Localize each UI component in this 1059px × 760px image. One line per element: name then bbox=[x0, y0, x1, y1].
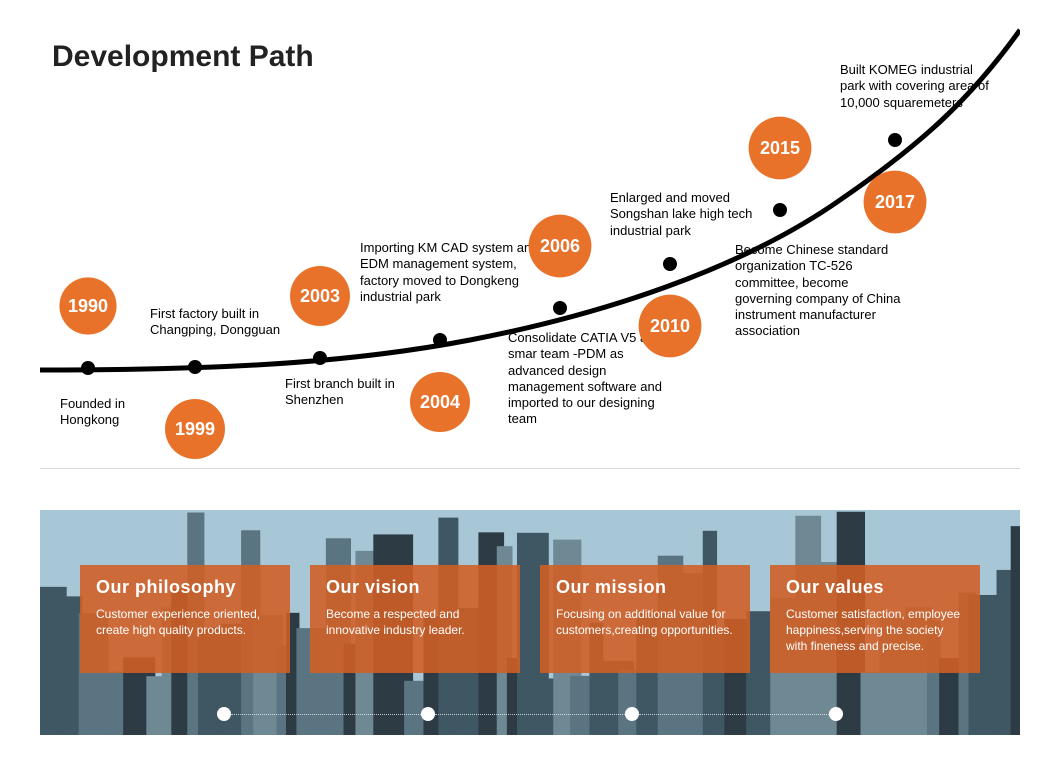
timeline-dot bbox=[81, 361, 95, 375]
card-title: Our vision bbox=[326, 577, 504, 598]
milestone-desc: Become Chinese standard organization TC-… bbox=[735, 242, 905, 340]
card-title: Our values bbox=[786, 577, 964, 598]
year-marker: 2006 bbox=[516, 202, 604, 290]
nav-connector bbox=[231, 714, 421, 715]
nav-connector bbox=[639, 714, 829, 715]
timeline-dot bbox=[188, 360, 202, 374]
carousel-dot[interactable] bbox=[625, 707, 639, 721]
year-label: 2010 bbox=[650, 316, 690, 337]
value-card: Our philosophy Customer experience orien… bbox=[80, 565, 290, 673]
value-card: Our vision Become a respected and innova… bbox=[310, 565, 520, 673]
card-title: Our mission bbox=[556, 577, 734, 598]
timeline-dot bbox=[663, 257, 677, 271]
year-marker: 1990 bbox=[48, 266, 128, 346]
milestone-desc: Importing KM CAD system and EDM manageme… bbox=[360, 240, 540, 305]
timeline: 1990Founded in Hongkong 1999First factor… bbox=[40, 20, 1020, 470]
milestone-desc: First branch built in Shenzhen bbox=[285, 376, 415, 409]
divider bbox=[40, 468, 1020, 469]
timeline-dot bbox=[313, 351, 327, 365]
carousel-dot[interactable] bbox=[829, 707, 843, 721]
year-label: 1999 bbox=[175, 419, 215, 440]
year-marker: 2010 bbox=[626, 282, 714, 370]
carousel-dot[interactable] bbox=[217, 707, 231, 721]
year-label: 2004 bbox=[420, 392, 460, 413]
milestone-desc: Built KOMEG industrial park with coverin… bbox=[840, 62, 1000, 111]
carousel-dot[interactable] bbox=[421, 707, 435, 721]
year-marker: 1999 bbox=[153, 387, 237, 471]
timeline-dot bbox=[773, 203, 787, 217]
nav-connector bbox=[435, 714, 625, 715]
timeline-dot bbox=[888, 133, 902, 147]
year-label: 2017 bbox=[875, 192, 915, 213]
milestone-desc: Enlarged and moved Songshan lake high te… bbox=[610, 190, 770, 239]
carousel-nav bbox=[40, 707, 1020, 721]
year-marker: 2003 bbox=[278, 254, 362, 338]
timeline-dot bbox=[433, 333, 447, 347]
year-label: 2003 bbox=[300, 286, 340, 307]
card-body: Customer experience oriented, create hig… bbox=[96, 606, 274, 638]
card-title: Our philosophy bbox=[96, 577, 274, 598]
card-body: Focusing on additional value for custome… bbox=[556, 606, 734, 638]
values-banner: Our philosophy Customer experience orien… bbox=[40, 510, 1020, 735]
year-marker: 2015 bbox=[736, 104, 824, 192]
year-label: 2006 bbox=[540, 236, 580, 257]
year-label: 2015 bbox=[760, 138, 800, 159]
card-body: Customer satisfaction, employee happines… bbox=[786, 606, 964, 655]
card-body: Become a respected and innovative indust… bbox=[326, 606, 504, 638]
year-marker: 2004 bbox=[398, 360, 482, 444]
year-label: 1990 bbox=[68, 296, 108, 317]
value-card: Our values Customer satisfaction, employ… bbox=[770, 565, 980, 673]
year-marker: 2017 bbox=[851, 158, 939, 246]
value-card: Our mission Focusing on additional value… bbox=[540, 565, 750, 673]
timeline-dot bbox=[553, 301, 567, 315]
